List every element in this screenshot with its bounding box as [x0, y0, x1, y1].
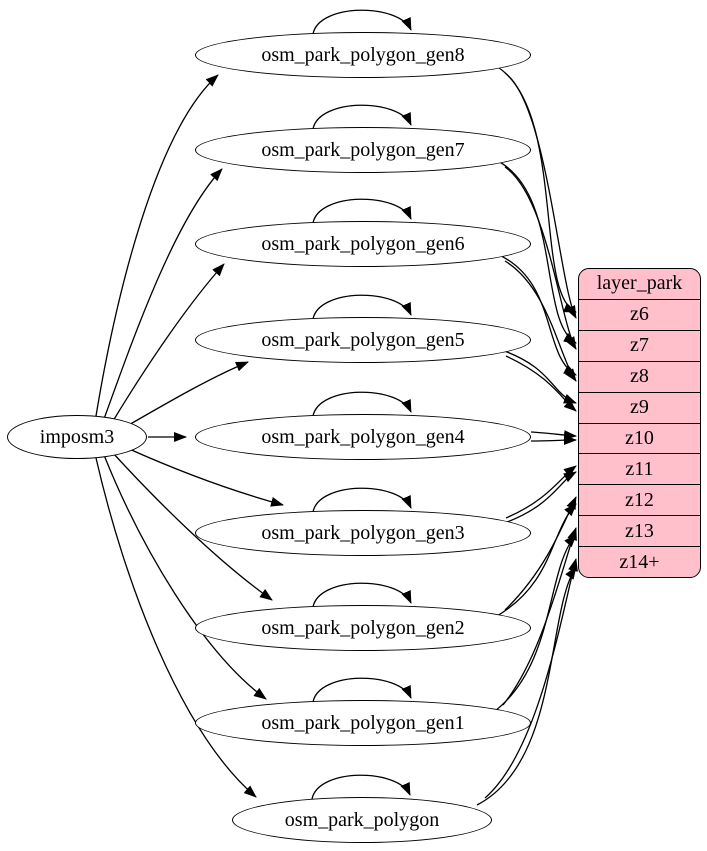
node-label: osm_park_polygon_gen7	[261, 138, 465, 161]
layer-park-row-z12: z12	[579, 485, 700, 517]
self-loop-gen3	[312, 487, 412, 513]
edge-imposm3-to-polygon	[95, 457, 257, 798]
layer-park-row-z9: z9	[579, 393, 700, 424]
edge-gen6-to-z8-b	[504, 260, 577, 382]
node-label: osm_park_polygon_gen1	[261, 711, 465, 734]
edge-gen4-to-z10-b	[530, 435, 577, 446]
node-osm-park-polygon-gen7: osm_park_polygon_gen7	[195, 127, 531, 173]
self-loop-gen5	[312, 294, 412, 320]
self-loop-gen7	[312, 104, 412, 130]
edge-gen8-to-z6-b	[504, 72, 577, 319]
node-label: osm_park_polygon_gen8	[261, 43, 465, 66]
edge-gen6-to-z8-a	[496, 253, 577, 376]
edge-gen5-to-z9-a	[498, 348, 577, 404]
edge-gen3-to-z11-a	[498, 471, 577, 526]
edge-gen7-to-z7-b	[504, 166, 577, 350]
node-label: osm_park_polygon_gen6	[261, 232, 465, 255]
self-loop-gen4	[312, 391, 412, 417]
edge-imposm3-to-gen3	[126, 447, 284, 507]
layer-park-row-z11: z11	[579, 454, 700, 486]
node-osm-park-polygon-gen2: osm_park_polygon_gen2	[195, 605, 531, 651]
edge-imposm3-to-gen6	[112, 263, 225, 422]
edge-imposm3-to-gen7	[103, 168, 223, 420]
edge-gen1-to-z13-b	[502, 527, 577, 706]
node-label: imposm3	[39, 425, 115, 448]
layer-park-table: layer_park z6 z7 z8 z9 z10 z11 z12 z13 z…	[578, 268, 701, 578]
layer-park-title: layer_park	[579, 269, 700, 300]
node-osm-park-polygon-gen4: osm_park_polygon_gen4	[195, 414, 531, 460]
node-label: osm_park_polygon_gen2	[261, 616, 465, 639]
edge-imposm3-to-gen1	[103, 454, 267, 700]
edge-imposm3-to-gen5	[126, 361, 249, 427]
node-osm-park-polygon-gen3: osm_park_polygon_gen3	[195, 510, 531, 556]
node-osm-park-polygon: osm_park_polygon	[232, 797, 492, 843]
self-loop-gen1	[312, 677, 412, 703]
edge-imposm3-to-gen2	[112, 452, 273, 601]
node-osm-park-polygon-gen8: osm_park_polygon_gen8	[195, 32, 531, 78]
layer-park-row-z7: z7	[579, 331, 700, 362]
edge-polygon-to-z14-b	[484, 558, 578, 799]
layer-park-row-z10: z10	[579, 424, 700, 455]
layer-park-row-z13: z13	[579, 516, 700, 548]
edge-gen7-to-z7-a	[495, 159, 577, 344]
edge-polygon-to-z14-a	[476, 566, 577, 806]
node-imposm3: imposm3	[7, 415, 147, 459]
edge-gen2-to-z12-b	[504, 496, 577, 611]
self-loop-polygon	[311, 774, 411, 800]
layer-park-row-z14: z14+	[619, 550, 660, 573]
edge-gen4-to-z10-a	[530, 430, 577, 441]
edge-gen3-to-z11-b	[505, 465, 577, 519]
node-label: osm_park_polygon_gen4	[261, 425, 465, 448]
node-label: osm_park_polygon_gen3	[261, 521, 465, 544]
node-label: osm_park_polygon_gen5	[261, 328, 465, 351]
self-loop-gen8	[312, 9, 412, 35]
layer-park-row-z8: z8	[579, 362, 700, 393]
self-loop-gen2	[312, 582, 412, 608]
node-label: osm_park_polygon	[284, 808, 440, 831]
self-loop-gen6	[312, 198, 412, 224]
node-osm-park-polygon-gen5: osm_park_polygon_gen5	[195, 317, 531, 363]
node-osm-park-polygon-gen6: osm_park_polygon_gen6	[195, 221, 531, 267]
edge-imposm3-to-gen8	[95, 74, 219, 417]
edge-gen5-to-z9-b	[505, 355, 577, 412]
layer-park-row-z6: z6	[579, 300, 700, 331]
node-osm-park-polygon-gen1: osm_park_polygon_gen1	[195, 700, 531, 746]
